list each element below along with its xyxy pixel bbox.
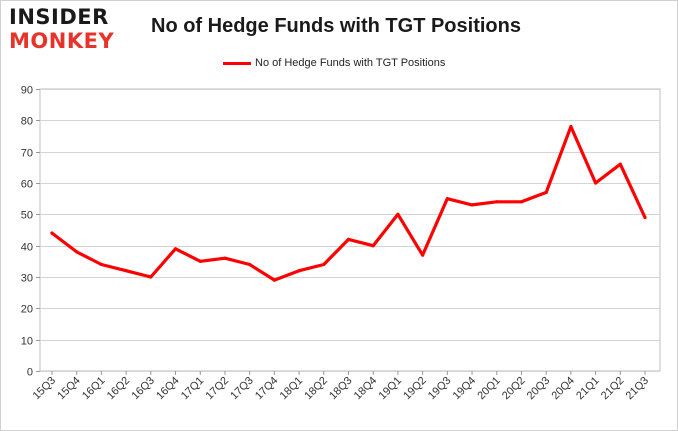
series-line-0 xyxy=(50,124,647,282)
data-point-20Q1 xyxy=(495,200,499,204)
data-point-19Q4 xyxy=(470,203,474,207)
x-tick-label-19Q1: 19Q1 xyxy=(377,375,405,403)
legend-swatch xyxy=(223,61,251,65)
x-tick-label-18Q2: 18Q2 xyxy=(302,375,330,403)
data-point-17Q3 xyxy=(248,262,252,267)
legend-label: No of Hedge Funds with TGT Positions xyxy=(255,57,446,69)
data-point-17Q1 xyxy=(198,259,202,263)
data-point-15Q3 xyxy=(50,231,54,235)
data-point-21Q3 xyxy=(643,215,647,220)
x-tick-label-16Q2: 16Q2 xyxy=(105,375,133,403)
y-tick-label-70: 70 xyxy=(21,148,33,160)
chart-title: No of Hedge Funds with TGT Positions xyxy=(151,15,521,37)
x-tick-label-17Q4: 17Q4 xyxy=(253,375,281,403)
data-point-19Q2 xyxy=(421,253,425,257)
x-tick-label-21Q3: 21Q3 xyxy=(624,375,652,403)
y-tick-label-40: 40 xyxy=(21,242,33,254)
data-point-20Q4 xyxy=(569,125,573,129)
x-tick-label-17Q3: 17Q3 xyxy=(228,375,256,403)
y-tick-label-60: 60 xyxy=(21,179,33,191)
data-point-18Q1 xyxy=(297,269,301,273)
x-tick-label-19Q4: 19Q4 xyxy=(451,375,479,403)
data-point-19Q3 xyxy=(445,197,449,201)
y-tick-label-30: 30 xyxy=(21,273,33,285)
y-tick-label-90: 90 xyxy=(21,85,33,97)
data-point-18Q2 xyxy=(322,262,326,267)
x-tick-label-16Q4: 16Q4 xyxy=(154,375,182,403)
data-point-17Q2 xyxy=(223,256,227,260)
x-tick-label-18Q1: 18Q1 xyxy=(278,375,306,403)
data-point-17Q4 xyxy=(272,278,276,282)
data-point-18Q3 xyxy=(346,237,351,241)
x-tick-label-16Q3: 16Q3 xyxy=(129,375,157,403)
x-tick-label-16Q1: 16Q1 xyxy=(80,375,108,403)
x-tick-label-21Q1: 21Q1 xyxy=(574,375,602,403)
chart-legend: No of Hedge Funds with TGT Positions xyxy=(223,55,445,71)
x-tick-label-17Q2: 17Q2 xyxy=(204,375,232,403)
x-tick-label-15Q4: 15Q4 xyxy=(55,375,83,403)
x-tick-label-18Q3: 18Q3 xyxy=(327,375,355,403)
x-tick-label-20Q1: 20Q1 xyxy=(475,375,503,403)
data-point-18Q4 xyxy=(371,244,375,248)
y-tick-label-10: 10 xyxy=(21,336,33,348)
x-tick-label-19Q2: 19Q2 xyxy=(401,375,429,403)
y-tick-label-80: 80 xyxy=(21,116,33,128)
data-point-16Q2 xyxy=(124,269,128,273)
x-tick-label-20Q3: 20Q3 xyxy=(525,375,553,403)
data-point-21Q2 xyxy=(618,162,622,166)
data-point-15Q4 xyxy=(75,250,79,254)
y-tick-label-50: 50 xyxy=(21,210,33,222)
x-tick-label-19Q3: 19Q3 xyxy=(426,375,454,403)
data-point-19Q1 xyxy=(396,212,400,216)
logo-line-2: MONKEY xyxy=(9,29,115,53)
data-point-16Q3 xyxy=(149,275,153,279)
x-tick-label-21Q2: 21Q2 xyxy=(599,375,627,403)
y-tick-label-20: 20 xyxy=(21,304,33,316)
data-point-20Q2 xyxy=(519,200,524,204)
data-point-16Q4 xyxy=(173,247,178,251)
data-point-20Q3 xyxy=(544,190,548,194)
x-tick-label-20Q4: 20Q4 xyxy=(549,375,577,403)
data-point-16Q1 xyxy=(99,262,103,267)
plot-area xyxy=(39,88,661,372)
x-tick-label-15Q3: 15Q3 xyxy=(31,375,59,403)
x-tick-label-20Q2: 20Q2 xyxy=(500,375,528,403)
logo-line-1: INSIDER xyxy=(9,5,109,29)
x-tick-label-18Q4: 18Q4 xyxy=(352,375,380,403)
data-point-21Q1 xyxy=(594,181,598,185)
insider-monkey-logo: INSIDER MONKEY xyxy=(9,5,129,55)
y-tick-label-0: 0 xyxy=(27,367,33,379)
x-tick-label-17Q1: 17Q1 xyxy=(179,375,207,403)
